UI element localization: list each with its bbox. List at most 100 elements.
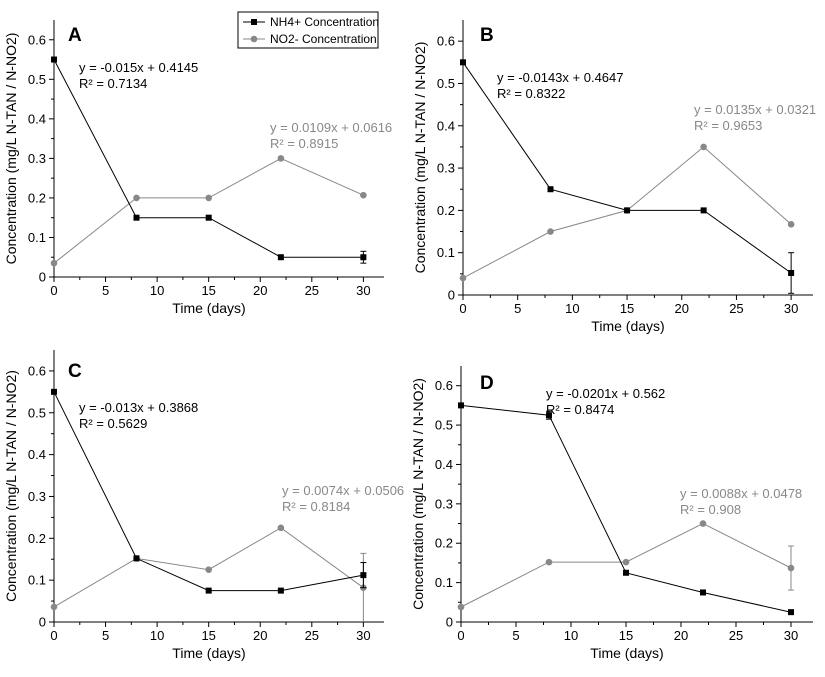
panel-c-y-axis-title: Concentration (mg/L N-TAN / N-NO2) <box>3 370 19 602</box>
panel-b-no2-r2: R² = 0.9653 <box>694 118 762 133</box>
panel-b-y-tick-label: 0.2 <box>437 203 455 218</box>
panel-d-x-tick-label: 5 <box>512 628 519 643</box>
panel-a-y-tick-label: 0 <box>39 270 46 285</box>
panel-a-y-tick-label: 0.3 <box>28 151 46 166</box>
panel-c-x-axis-title: Time (days) <box>172 645 245 661</box>
panel-c-x-tick-label: 20 <box>253 628 267 643</box>
panel-a-x-tick-label: 0 <box>50 283 57 298</box>
panel-d-y-tick-label: 0.6 <box>435 378 453 393</box>
panel-b-x-tick-label: 15 <box>620 301 634 316</box>
panel-a-nh4-point <box>133 214 140 221</box>
panel-d-nh4-point <box>623 569 629 576</box>
panel-b-no2-equation: y = 0.0135x + 0.0321 <box>694 102 816 117</box>
panel-c-nh4-equation: y = -0.013x + 0.3868 <box>79 400 198 415</box>
panel-c-letter: C <box>68 361 82 382</box>
panel-b-no2-point <box>787 221 795 228</box>
panel-d-no2-r2: R² = 0.908 <box>680 502 741 517</box>
panel-c-no2-point <box>50 603 58 611</box>
panel-d-nh4-point <box>546 412 552 419</box>
panel-d-y-tick-label: 0.5 <box>435 418 453 433</box>
panel-c-x-tick-label: 15 <box>201 628 215 643</box>
panel-d-y-tick-label: 0.2 <box>435 536 453 551</box>
panel-a-nh4-point <box>360 254 367 261</box>
panel-b-y-tick-label: 0.6 <box>437 34 455 49</box>
panel-a-no2-point <box>277 155 285 162</box>
panel-c-nh4-r2: R² = 0.5629 <box>79 416 147 431</box>
panel-b-no2-point <box>547 228 554 235</box>
panel-d-x-tick-label: 10 <box>564 628 578 643</box>
panel-c-y-tick-label: 0.1 <box>28 573 46 588</box>
panel-d-x-tick-label: 20 <box>674 628 688 643</box>
panel-c-y-tick-label: 0.4 <box>28 447 46 462</box>
legend: NH4+ Concentration NO2- Concentration <box>237 11 379 49</box>
panel-d-x-tick-label: 30 <box>784 628 798 643</box>
panel-b-y-tick-label: 0.1 <box>437 245 455 260</box>
panel-b-x-tick-label: 5 <box>514 301 521 316</box>
panel-a-nh4-equation: y = -0.015x + 0.4145 <box>79 60 198 75</box>
panel-a-y-axis-title: Concentration (mg/L N-TAN / N-NO2) <box>3 33 19 265</box>
panel-a-nh4-point <box>51 56 57 63</box>
panel-c-x-tick-label: 10 <box>150 628 164 643</box>
panel-a-no2-point <box>133 194 140 202</box>
panel-b-nh4-point <box>700 207 707 214</box>
legend-no2-label: NO2- Concentration <box>270 32 377 46</box>
panel-a-nh4-point <box>277 254 284 261</box>
legend-frame <box>237 11 379 49</box>
panel-b-nh4-equation: y = -0.0143x + 0.4647 <box>497 70 623 85</box>
panel-a-no2-line <box>53 157 364 264</box>
panel-c-no2-point <box>205 566 212 573</box>
panel-d-no2-point <box>787 564 795 572</box>
panel-b-x-tick-label: 10 <box>565 301 579 316</box>
legend-no2-marker <box>250 35 258 43</box>
panel-a-nh4-r2: R² = 0.7134 <box>79 76 147 91</box>
panel-b-no2-point <box>700 143 707 151</box>
panel-c-no2-equation: y = 0.0074x + 0.0506 <box>282 483 404 498</box>
panel-d-x-tick-label: 0 <box>457 628 464 643</box>
panel-a-nh4-point <box>205 214 212 221</box>
panel-c-no2-point <box>277 524 285 532</box>
panel-c-x-tick-label: 30 <box>356 628 370 643</box>
panel-c-y-tick-label: 0.5 <box>28 405 46 420</box>
panel-a-x-tick-label: 10 <box>150 283 164 298</box>
panel-b-x-tick-label: 30 <box>784 301 798 316</box>
panel-d-y-tick-label: 0.4 <box>435 457 453 472</box>
panel-a-y-tick-label: 0.5 <box>28 72 46 87</box>
panel-a-y-tick-label: 0.1 <box>28 230 46 245</box>
panel-d-x-axis-title: Time (days) <box>590 645 663 661</box>
panel-c-nh4-point <box>133 555 140 562</box>
panel-c-y-tick-label: 0.3 <box>28 489 46 504</box>
panel-d-nh4-line <box>460 404 792 613</box>
panel-d-nh4-equation: y = -0.0201x + 0.562 <box>546 386 665 401</box>
panel-a-x-tick-label: 20 <box>253 283 267 298</box>
panel-d-nh4-r2: R² = 0.8474 <box>546 402 614 417</box>
panel-c-y-tick-label: 0.6 <box>28 363 46 378</box>
panel-a-no2-equation: y = 0.0109x + 0.0616 <box>270 120 392 135</box>
panel-d-y-tick-label: 0.1 <box>435 575 453 590</box>
panel-b-nh4-point <box>547 186 554 193</box>
panel-b-nh4-r2: R² = 0.8322 <box>497 86 565 101</box>
panel-a-y-tick-label: 0.2 <box>28 190 46 205</box>
legend-nh4-marker <box>251 19 257 25</box>
panel-d-nh4-point <box>458 402 464 409</box>
panel-d-y-tick-label: 0 <box>446 615 453 630</box>
panel-c-x-tick-label: 5 <box>102 628 109 643</box>
legend-nh4-label: NH4+ Concentration <box>270 15 379 29</box>
panel-d-no2-point <box>457 603 465 611</box>
panel-b-nh4-point <box>460 59 466 66</box>
panel-d-x-tick-label: 25 <box>729 628 743 643</box>
panel-a-x-tick-label: 25 <box>305 283 319 298</box>
panel-a-x-axis-title: Time (days) <box>172 300 245 316</box>
panel-b-nh4-point <box>788 270 795 276</box>
panel-b: 0 0.1 0.2 0.3 0.4 0.5 0.6 0 5 10 15 20 25 30 Time (day… <box>412 20 816 334</box>
panel-d-no2-point <box>699 520 707 527</box>
panel-a-no2-point <box>205 194 212 202</box>
panel-a-x-tick-label: 30 <box>356 283 370 298</box>
panel-c: 0 0.1 0.2 0.3 0.4 0.5 0.6 0 5 10 15 20 25 30 Time (day… <box>3 350 404 661</box>
panel-a-no2-r2: R² = 0.8915 <box>270 136 338 151</box>
panel-b-y-axis-title: Concentration (mg/L N-TAN / N-NO2) <box>412 42 428 274</box>
panel-a: 0 0.1 0.2 0.3 0.4 0.5 0.6 0 5 10 15 20 25 30 Time (day… <box>3 20 392 316</box>
panel-d-no2-point <box>622 558 630 566</box>
panel-b-x-tick-label: 25 <box>729 301 743 316</box>
panel-a-x-tick-label: 5 <box>102 283 109 298</box>
